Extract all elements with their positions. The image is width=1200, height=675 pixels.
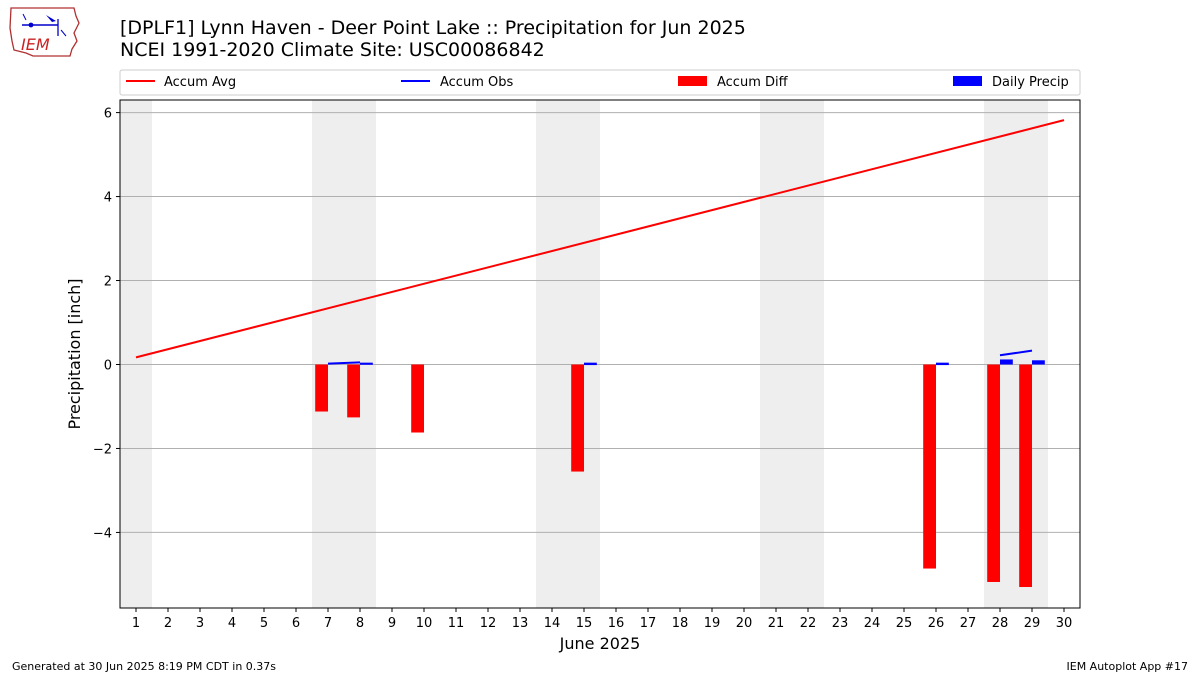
x-tick-label: 22: [800, 616, 817, 631]
legend-accum-diff-label: Accum Diff: [717, 75, 789, 90]
y-tick-label: −4: [93, 526, 112, 541]
x-tick-label: 15: [576, 616, 593, 631]
legend-accum-avg-label: Accum Avg: [164, 75, 236, 90]
legend-accum-diff-swatch: [678, 76, 707, 86]
accum-diff-bar: [315, 364, 328, 412]
x-tick-label: 20: [736, 616, 753, 631]
x-tick-label: 1: [132, 616, 140, 631]
y-axis: −4 −2 0 2 4 6: [93, 107, 120, 541]
logo-text: IEM: [21, 35, 50, 54]
accum-diff-bar: [347, 364, 360, 418]
weekend-band: [760, 100, 824, 608]
accum-obs-line: [999, 349, 1033, 357]
x-tick-label: 8: [356, 616, 364, 631]
legend-daily-precip-label: Daily Precip: [992, 75, 1069, 90]
x-tick-label: 3: [196, 616, 204, 631]
x-tick-label: 28: [992, 616, 1009, 631]
chart-subtitle: NCEI 1991-2020 Climate Site: USC00086842: [120, 39, 545, 61]
iem-logo: IEM: [8, 6, 80, 58]
y-tick-label: 2: [104, 275, 112, 290]
y-tick-label: −2: [93, 442, 112, 457]
y-tick-label: 4: [104, 191, 112, 206]
x-tick-label: 16: [608, 616, 625, 631]
y-tick-label: 0: [104, 358, 112, 373]
weekend-shading: [120, 100, 1048, 608]
accum-avg-line-layer: [135, 119, 1065, 359]
legend: Accum Avg Accum Obs Accum Diff Daily Pre…: [119, 69, 1081, 96]
x-tick-label: 18: [672, 616, 689, 631]
y-axis-label: Precipitation [inch]: [65, 278, 84, 429]
autoplot-credit: IEM Autoplot App #17: [1066, 660, 1189, 673]
x-tick-label: 7: [324, 616, 332, 631]
weekend-band: [312, 100, 376, 608]
x-tick-label: 24: [864, 616, 881, 631]
daily-precip-bar: [1000, 359, 1013, 365]
x-tick-label: 14: [544, 616, 561, 631]
accum-diff-bars: [315, 364, 1032, 588]
x-tick-label: 13: [512, 616, 529, 631]
x-axis: 1 2 3 4 5 6 7 8 9 10 11 12 13 14 15 16 17 18 19 20 21 22 23 24 2…: [132, 608, 1072, 631]
accum-diff-bar: [987, 364, 1000, 582]
x-tick-label: 19: [704, 616, 721, 631]
legend-accum-obs-label: Accum Obs: [440, 75, 513, 90]
accum-avg-line: [135, 119, 1065, 359]
x-tick-label: 26: [928, 616, 945, 631]
x-tick-label: 30: [1056, 616, 1073, 631]
x-tick-label: 23: [832, 616, 849, 631]
y-tick-label: 6: [104, 107, 112, 122]
accum-diff-bar: [571, 364, 584, 472]
x-tick-label: 9: [388, 616, 396, 631]
legend-box: [119, 69, 1081, 96]
accum-diff-bar: [411, 364, 424, 433]
x-tick-label: 4: [228, 616, 236, 631]
chart-title: [DPLF1] Lynn Haven - Deer Point Lake :: …: [120, 17, 746, 39]
generated-timestamp: Generated at 30 Jun 2025 8:19 PM CDT in …: [12, 660, 277, 673]
x-tick-label: 6: [292, 616, 300, 631]
x-tick-label: 12: [480, 616, 497, 631]
legend-daily-precip-swatch: [953, 76, 982, 86]
x-tick-label: 17: [640, 616, 657, 631]
grid-lines: [120, 112, 1080, 533]
x-tick-label: 27: [960, 616, 977, 631]
accum-obs-line: [327, 361, 361, 365]
x-tick-label: 5: [260, 616, 268, 631]
x-tick-label: 25: [896, 616, 913, 631]
x-tick-label: 10: [416, 616, 433, 631]
plot-frame: [119, 99, 1081, 609]
x-tick-label: 29: [1024, 616, 1041, 631]
x-axis-label: June 2025: [559, 634, 641, 653]
accum-diff-bar: [1019, 364, 1032, 588]
x-tick-label: 11: [448, 616, 465, 631]
x-tick-label: 21: [768, 616, 785, 631]
weekend-band: [536, 100, 600, 608]
accum-diff-bar: [923, 364, 936, 569]
x-tick-label: 2: [164, 616, 172, 631]
daily-precip-bar: [1032, 360, 1045, 365]
accum-obs-lines: [327, 349, 1033, 365]
